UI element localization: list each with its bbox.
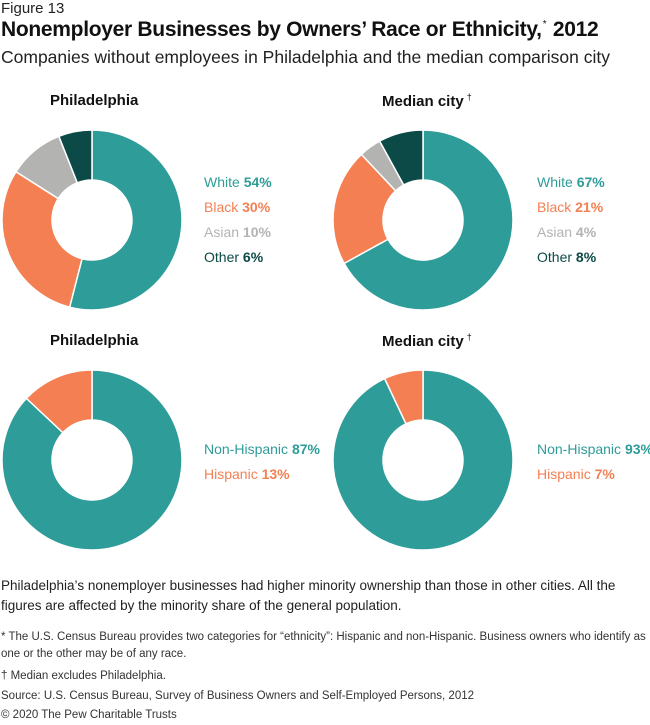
chart-title: Nonemployer Businesses by Owners’ Race o… [1,18,599,42]
title-main: Nonemployer Businesses by Owners’ Race o… [1,18,542,41]
donut-philadelphia-race [1,129,183,311]
legend-philadelphia-race: White 54% Black 30% Asian 10% Other 6% [204,173,272,273]
legend-item-white: White 67% [537,174,605,190]
donut-median-ethnicity [332,369,514,551]
legend-item-white: White 54% [204,174,272,190]
chart-caption: Philadelphia’s nonemployer businesses ha… [1,578,616,613]
legend-median-ethnicity: Non-Hispanic 93% Hispanic 7% [537,440,650,490]
legend-item-black: Black 30% [204,199,271,215]
slice-black [332,153,397,265]
figure-label: Figure 13 [1,0,65,17]
legend-item-other: Other 8% [537,249,597,265]
donut-philadelphia-ethnicity [1,369,183,551]
panel-title-median-race: Median city † [382,92,472,110]
legend-item-hispanic: Hispanic 7% [537,466,615,482]
slice-non-hispanic [332,369,514,551]
slice-black [1,170,83,309]
legend-item-black: Black 21% [537,199,604,215]
panel-title-philadelphia-ethnicity: Philadelphia [50,332,139,349]
slice-white [68,129,183,311]
panel-title-median-ethnicity: Median city † [382,332,472,350]
panel-title-philadelphia-race: Philadelphia [50,92,139,109]
title-year: 2012 [552,18,599,41]
legend-item-asian: Asian 10% [204,224,271,240]
legend-item-other: Other 6% [204,249,264,265]
slice-hispanic [25,369,93,434]
slice-hispanic [383,369,424,425]
legend-item-non-hispanic: Non-Hispanic 93% [537,441,650,457]
slice-other [57,129,93,184]
legend-item-non-hispanic: Non-Hispanic 87% [204,441,320,457]
chart-subtitle: Companies without employees in Philadelp… [1,47,610,67]
donut-median-race [332,129,514,311]
copyright-note: © 2020 The Pew Charitable Trusts [1,709,177,721]
slice-other [378,129,424,186]
legend-item-asian: Asian 4% [537,224,597,240]
source-note: Source: U.S. Census Bureau, Survey of Bu… [1,690,475,702]
title-footnote-mark: * [542,19,547,30]
slice-non-hispanic [1,369,183,551]
slice-white [343,129,514,311]
legend-item-hispanic: Hispanic 13% [204,466,290,482]
legend-philadelphia-ethnicity: Non-Hispanic 87% Hispanic 13% [204,440,320,490]
footnote-median: † Median excludes Philadelphia. [1,670,166,682]
legend-median-race: White 67% Black 21% Asian 4% Other 8% [537,173,605,273]
footnote-ethnicity: * The U.S. Census Bureau provides two ca… [1,631,646,660]
